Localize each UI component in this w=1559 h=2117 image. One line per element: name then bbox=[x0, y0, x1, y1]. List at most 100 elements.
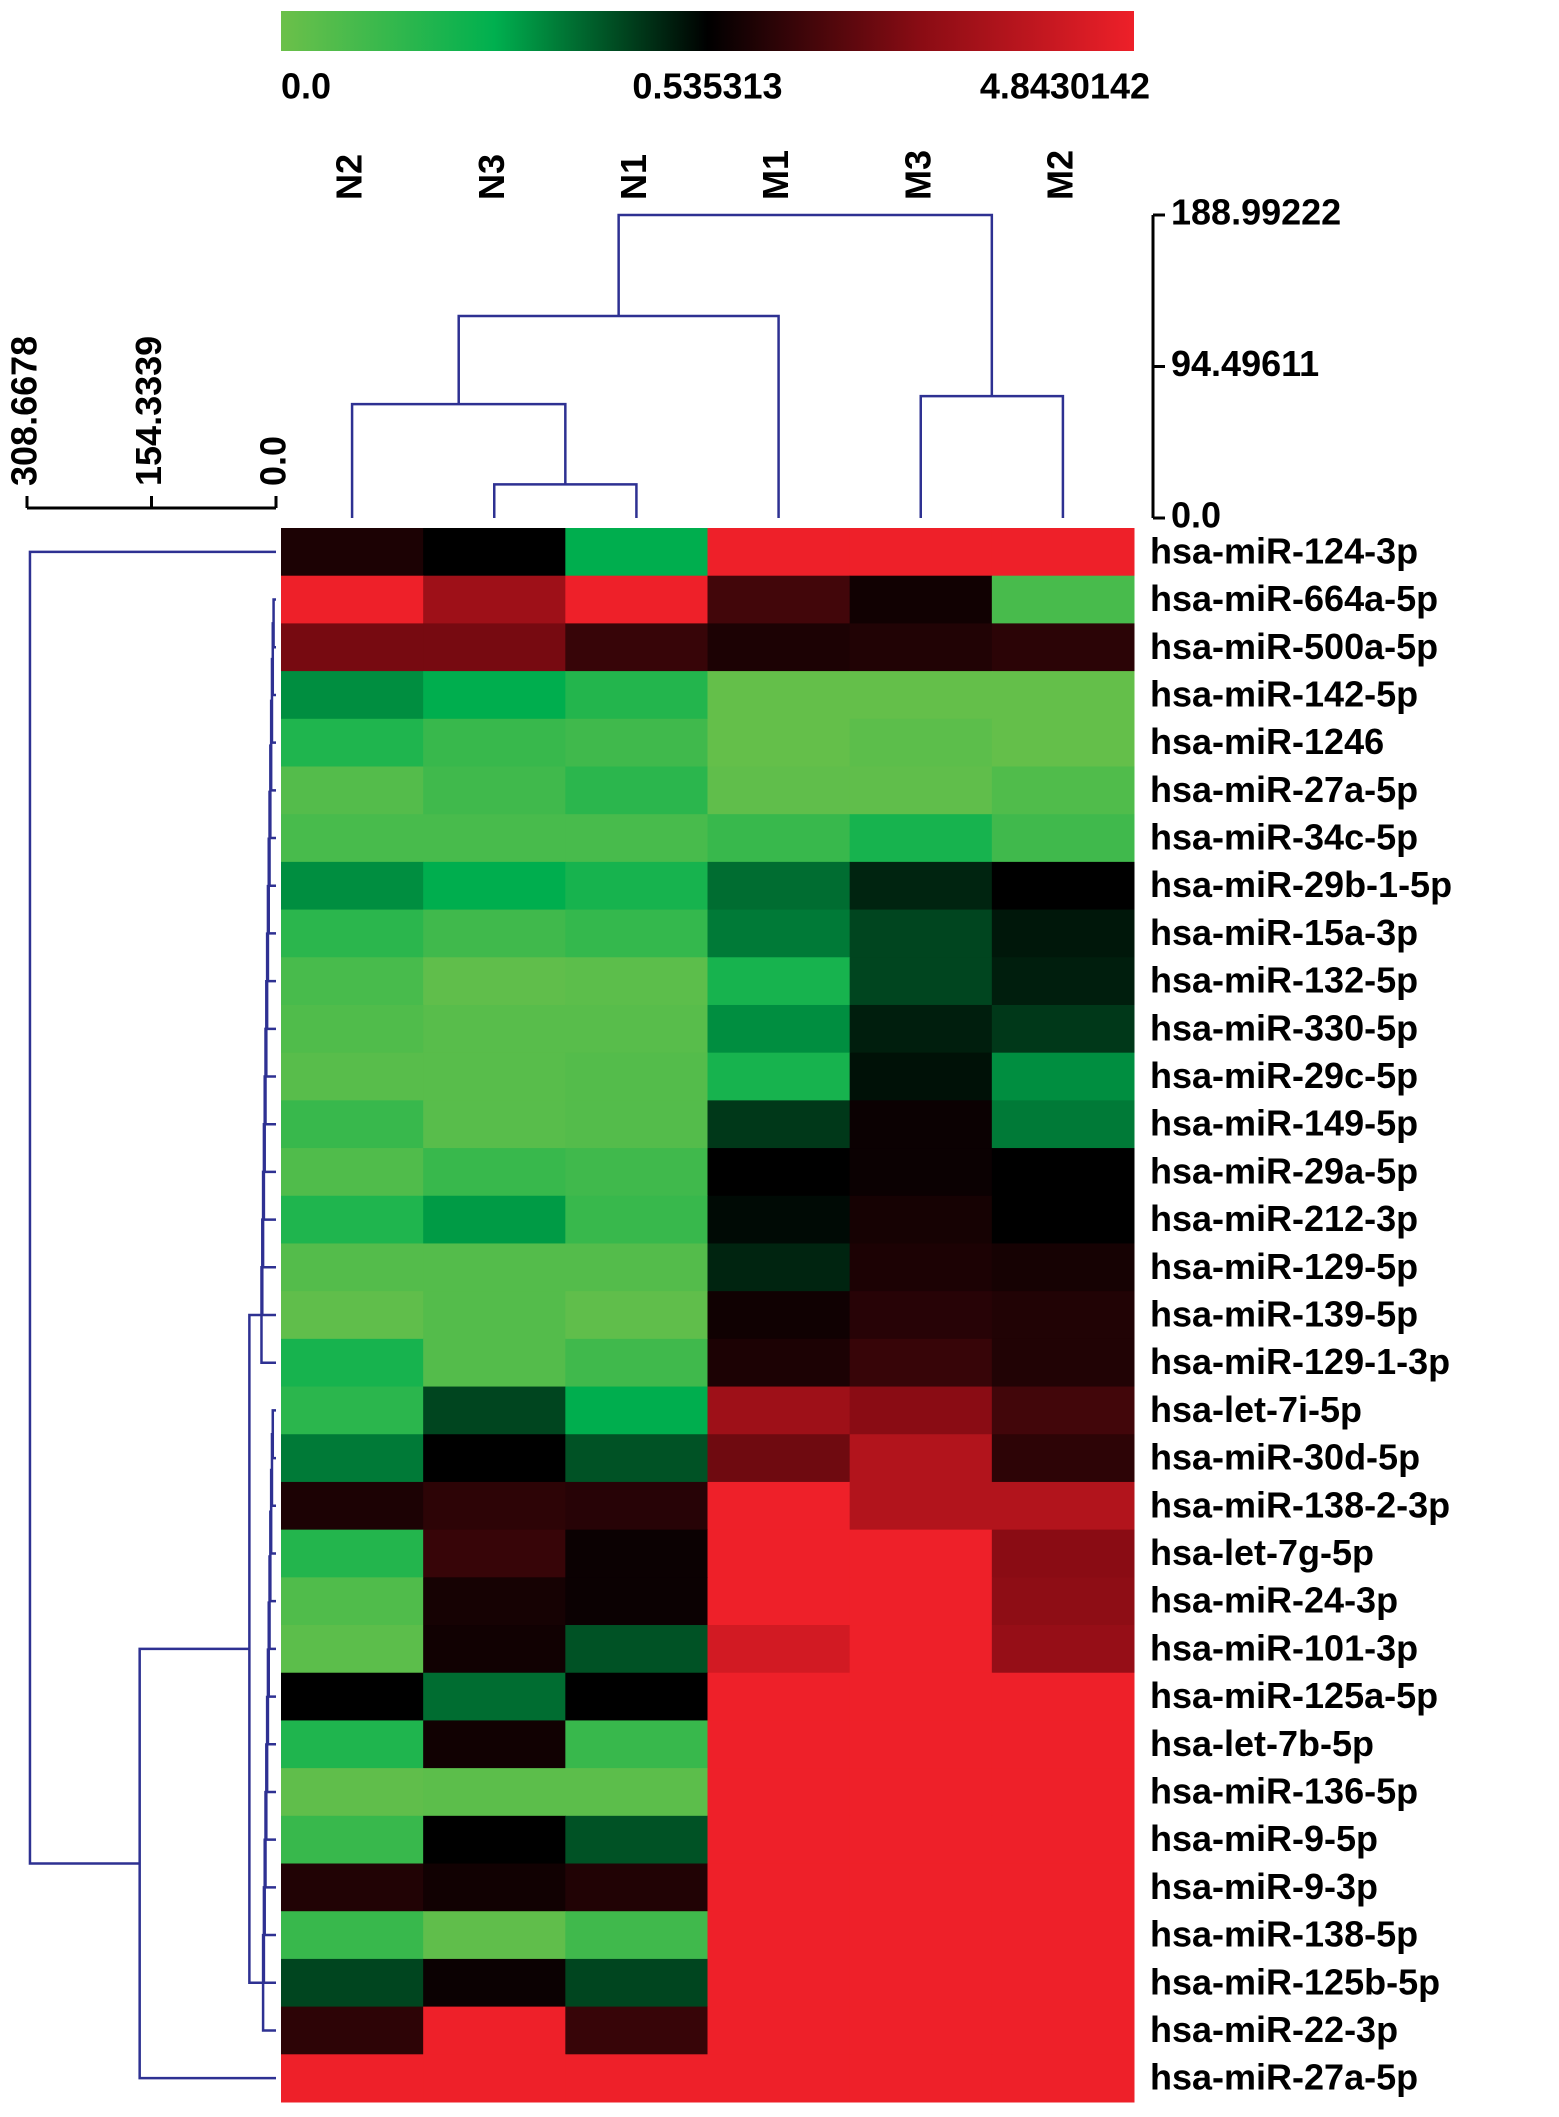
heatmap-cell bbox=[281, 861, 424, 911]
heatmap-cell bbox=[281, 671, 424, 720]
dendrogram-link bbox=[268, 1555, 276, 1651]
heatmap-cell bbox=[423, 671, 566, 720]
heatmap-cell bbox=[707, 1625, 851, 1674]
heatmap-cell bbox=[707, 575, 851, 624]
heatmap-cell bbox=[565, 528, 708, 577]
heatmap-cell bbox=[281, 1625, 424, 1674]
dendrogram-link bbox=[138, 1647, 276, 2080]
heatmap-cell bbox=[849, 1243, 993, 1292]
heatmap-cell bbox=[565, 861, 708, 911]
heatmap-cell bbox=[707, 1529, 851, 1578]
row-label: hsa-miR-15a-3p bbox=[1150, 912, 1418, 953]
column-label: M2 bbox=[1039, 150, 1080, 200]
heatmap-cell bbox=[423, 909, 566, 958]
heatmap-cell bbox=[565, 1625, 708, 1674]
heatmap-cell bbox=[707, 671, 851, 720]
heatmap-cell bbox=[565, 1148, 708, 1197]
heatmap-cell bbox=[991, 1577, 1135, 1626]
dendrogram-link bbox=[493, 483, 638, 518]
heatmap-cell bbox=[849, 2006, 993, 2055]
heatmap-cell bbox=[565, 1434, 708, 1483]
heatmap-cell bbox=[707, 1815, 851, 1865]
heatmap-cell bbox=[849, 814, 993, 863]
row-label: hsa-miR-24-3p bbox=[1150, 1580, 1398, 1621]
heatmap-cell bbox=[281, 528, 424, 577]
heatmap-cell bbox=[707, 1434, 851, 1483]
heatmap-cell bbox=[849, 1100, 993, 1149]
heatmap-cell bbox=[281, 1195, 424, 1244]
heatmap-cell bbox=[849, 575, 993, 624]
dendrogram-link bbox=[261, 1933, 276, 2032]
heatmap-cell bbox=[849, 1291, 993, 1340]
column-label: N1 bbox=[613, 154, 654, 200]
heatmap-cell bbox=[423, 2006, 566, 2055]
heatmap-cell bbox=[991, 528, 1135, 577]
row-label: hsa-miR-27a-5p bbox=[1150, 2057, 1418, 2098]
dendrogram-link bbox=[617, 213, 994, 397]
heatmap-cell bbox=[281, 814, 424, 863]
heatmap-cell bbox=[423, 575, 566, 624]
heatmap-cell bbox=[707, 528, 851, 577]
heatmap-cell bbox=[707, 814, 851, 863]
heatmap-cell bbox=[423, 1100, 566, 1149]
heatmap-cell bbox=[707, 1577, 851, 1626]
heatmap-cell bbox=[849, 671, 993, 720]
heatmap-cell bbox=[849, 2054, 993, 2103]
row-label: hsa-miR-101-3p bbox=[1150, 1627, 1418, 1668]
row-label: hsa-miR-136-5p bbox=[1150, 1770, 1418, 1811]
heatmap-cell bbox=[707, 1958, 851, 2008]
colorbar-tick-label: 0.0 bbox=[281, 66, 331, 107]
heatmap-cell bbox=[423, 1243, 566, 1292]
dendrogram-link bbox=[270, 1432, 276, 1508]
heatmap-cell bbox=[423, 957, 566, 1006]
heatmap-cell bbox=[423, 1481, 566, 1531]
dendrogram-link bbox=[350, 402, 567, 518]
heatmap-cell bbox=[281, 718, 424, 767]
row-label: hsa-miR-9-5p bbox=[1150, 1818, 1378, 1859]
dendrogram-link bbox=[269, 744, 276, 840]
row-label: hsa-miR-500a-5p bbox=[1150, 626, 1438, 667]
row-label: hsa-miR-212-3p bbox=[1150, 1198, 1418, 1239]
heatmap-cell bbox=[707, 1672, 851, 1721]
heatmap-cell bbox=[707, 623, 851, 672]
heatmap-cell bbox=[707, 1768, 851, 1817]
heatmap-cell bbox=[423, 814, 566, 863]
heatmap-cell bbox=[707, 766, 851, 815]
heatmap-cell bbox=[565, 1815, 708, 1865]
column-label: M1 bbox=[755, 150, 796, 200]
heatmap-cell bbox=[281, 1720, 424, 1769]
heatmap-cell bbox=[707, 1481, 851, 1531]
heatmap-cell bbox=[991, 861, 1135, 911]
heatmap-cell bbox=[849, 528, 993, 577]
heatmap-cell bbox=[849, 1195, 993, 1244]
heatmap-cell bbox=[849, 718, 993, 767]
heatmap-cell bbox=[991, 1052, 1135, 1101]
heatmap-cell bbox=[707, 1100, 851, 1149]
heatmap-cell bbox=[991, 1720, 1135, 1769]
heatmap-cell bbox=[565, 575, 708, 624]
heatmap-cell bbox=[849, 1672, 993, 1721]
heatmap-cell bbox=[565, 1195, 708, 1244]
heatmap-cell bbox=[423, 1577, 566, 1626]
heatmap-cell bbox=[565, 814, 708, 863]
heatmap-cell bbox=[849, 1768, 993, 1817]
heatmap-cell bbox=[281, 1672, 424, 1721]
heatmap-cell bbox=[423, 1625, 566, 1674]
heatmap-cell bbox=[281, 623, 424, 672]
heatmap-cell bbox=[849, 957, 993, 1006]
heatmap-cell bbox=[849, 623, 993, 672]
dendrogram-link bbox=[272, 598, 276, 649]
heatmap-cell bbox=[565, 1100, 708, 1149]
heatmap-cell bbox=[849, 1434, 993, 1483]
heatmap-cell bbox=[991, 1243, 1135, 1292]
heatmap-cell bbox=[281, 1100, 424, 1149]
heatmap-cell bbox=[849, 1625, 993, 1674]
heatmap-cell bbox=[423, 1052, 566, 1101]
heatmap-cell bbox=[423, 1720, 566, 1769]
row-tree-tick-label: 154.3339 bbox=[128, 336, 169, 486]
heatmap-cell bbox=[281, 1768, 424, 1817]
heatmap-cell bbox=[991, 2006, 1135, 2055]
heatmap-cell bbox=[281, 2006, 424, 2055]
heatmap-cell bbox=[423, 861, 566, 911]
heatmap-cell bbox=[565, 623, 708, 672]
